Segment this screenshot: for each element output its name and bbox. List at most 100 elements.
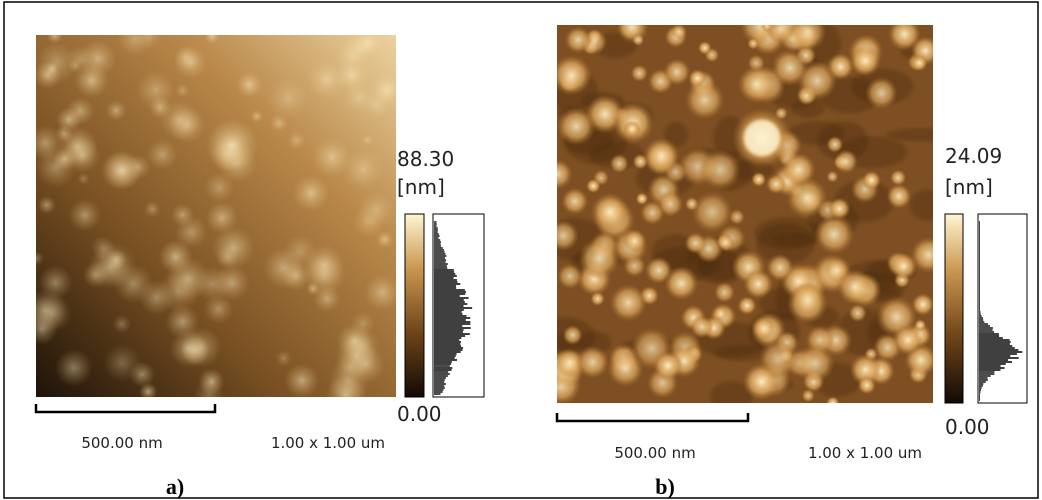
texture <box>713 306 728 321</box>
scale-bar-label: 500.00 nm <box>81 434 162 452</box>
texture <box>631 65 648 82</box>
scan-size: 1.00 x 1.00 um <box>808 444 922 462</box>
texture <box>752 317 775 340</box>
texture <box>790 281 824 315</box>
texture <box>789 13 826 50</box>
texture <box>137 24 162 49</box>
texture <box>610 284 648 322</box>
scale-bar <box>36 404 215 412</box>
texture <box>206 119 258 171</box>
scale-bar-label: 500.00 nm <box>614 444 695 462</box>
texture <box>64 137 100 173</box>
texture <box>579 238 620 279</box>
texture <box>342 81 376 115</box>
texture <box>850 45 881 76</box>
texture <box>591 193 629 231</box>
texture <box>865 77 897 109</box>
afm-image <box>24 21 406 415</box>
texture <box>312 137 353 178</box>
texture <box>743 269 773 299</box>
texture <box>351 311 376 336</box>
texture <box>886 128 956 141</box>
texture <box>691 316 714 339</box>
afm-image <box>530 7 956 413</box>
texture <box>38 196 56 214</box>
texture <box>834 149 858 173</box>
texture <box>685 232 707 254</box>
texture <box>364 274 401 311</box>
texture <box>203 294 233 324</box>
texture <box>911 55 927 71</box>
texture <box>910 190 944 221</box>
texture <box>717 234 735 252</box>
texture <box>66 45 94 73</box>
texture <box>837 269 873 305</box>
panel-label: b) <box>655 474 675 499</box>
texture <box>657 191 683 217</box>
texture <box>671 24 687 40</box>
texture <box>858 376 876 394</box>
color-bar <box>945 214 963 403</box>
texture <box>287 131 305 149</box>
texture <box>267 77 309 119</box>
texture <box>551 55 592 96</box>
panel-label: a) <box>166 474 184 499</box>
texture <box>888 18 921 51</box>
unit-label: [nm] <box>397 175 445 199</box>
texture <box>543 159 573 189</box>
texture <box>576 345 609 378</box>
texture <box>101 150 141 190</box>
min-label: 0.00 <box>945 415 990 439</box>
texture <box>738 296 757 315</box>
texture <box>29 251 43 265</box>
texture <box>358 191 395 228</box>
texture <box>565 26 592 53</box>
texture <box>68 199 101 232</box>
texture <box>342 31 377 66</box>
scale-bar <box>557 413 748 421</box>
texture <box>548 220 579 251</box>
texture <box>293 175 330 212</box>
texture <box>698 41 712 55</box>
texture <box>361 134 373 146</box>
texture <box>795 344 834 383</box>
texture <box>170 329 208 367</box>
figure: 88.30 [nm] 0.00 500.00 nm 1.00 x 1.00 um… <box>0 0 1042 500</box>
texture <box>328 360 370 402</box>
texture <box>32 293 72 333</box>
texture <box>106 100 127 121</box>
texture <box>376 231 394 249</box>
texture <box>623 229 647 253</box>
texture <box>714 282 735 303</box>
texture <box>283 234 317 268</box>
texture <box>751 172 766 187</box>
texture <box>826 171 838 183</box>
texture <box>276 350 292 366</box>
texture <box>198 369 224 395</box>
max-label: 88.30 <box>397 147 454 171</box>
texture <box>561 188 588 215</box>
texture <box>88 246 132 290</box>
texture <box>284 363 319 398</box>
texture <box>212 227 255 270</box>
texture <box>700 149 741 190</box>
texture <box>826 136 843 153</box>
texture <box>112 315 131 334</box>
texture <box>557 263 583 289</box>
texture <box>175 83 189 97</box>
texture <box>103 344 141 382</box>
texture <box>744 120 780 156</box>
texture <box>139 383 157 401</box>
texture <box>643 137 679 173</box>
scan-size: 1.00 x 1.00 um <box>271 434 385 452</box>
texture <box>747 38 759 50</box>
texture <box>607 351 643 387</box>
texture <box>663 58 690 85</box>
texture <box>148 96 171 119</box>
texture <box>890 170 906 186</box>
texture <box>147 139 178 170</box>
texture <box>175 216 208 249</box>
texture <box>826 396 839 409</box>
texture <box>645 257 672 284</box>
texture <box>45 62 59 76</box>
